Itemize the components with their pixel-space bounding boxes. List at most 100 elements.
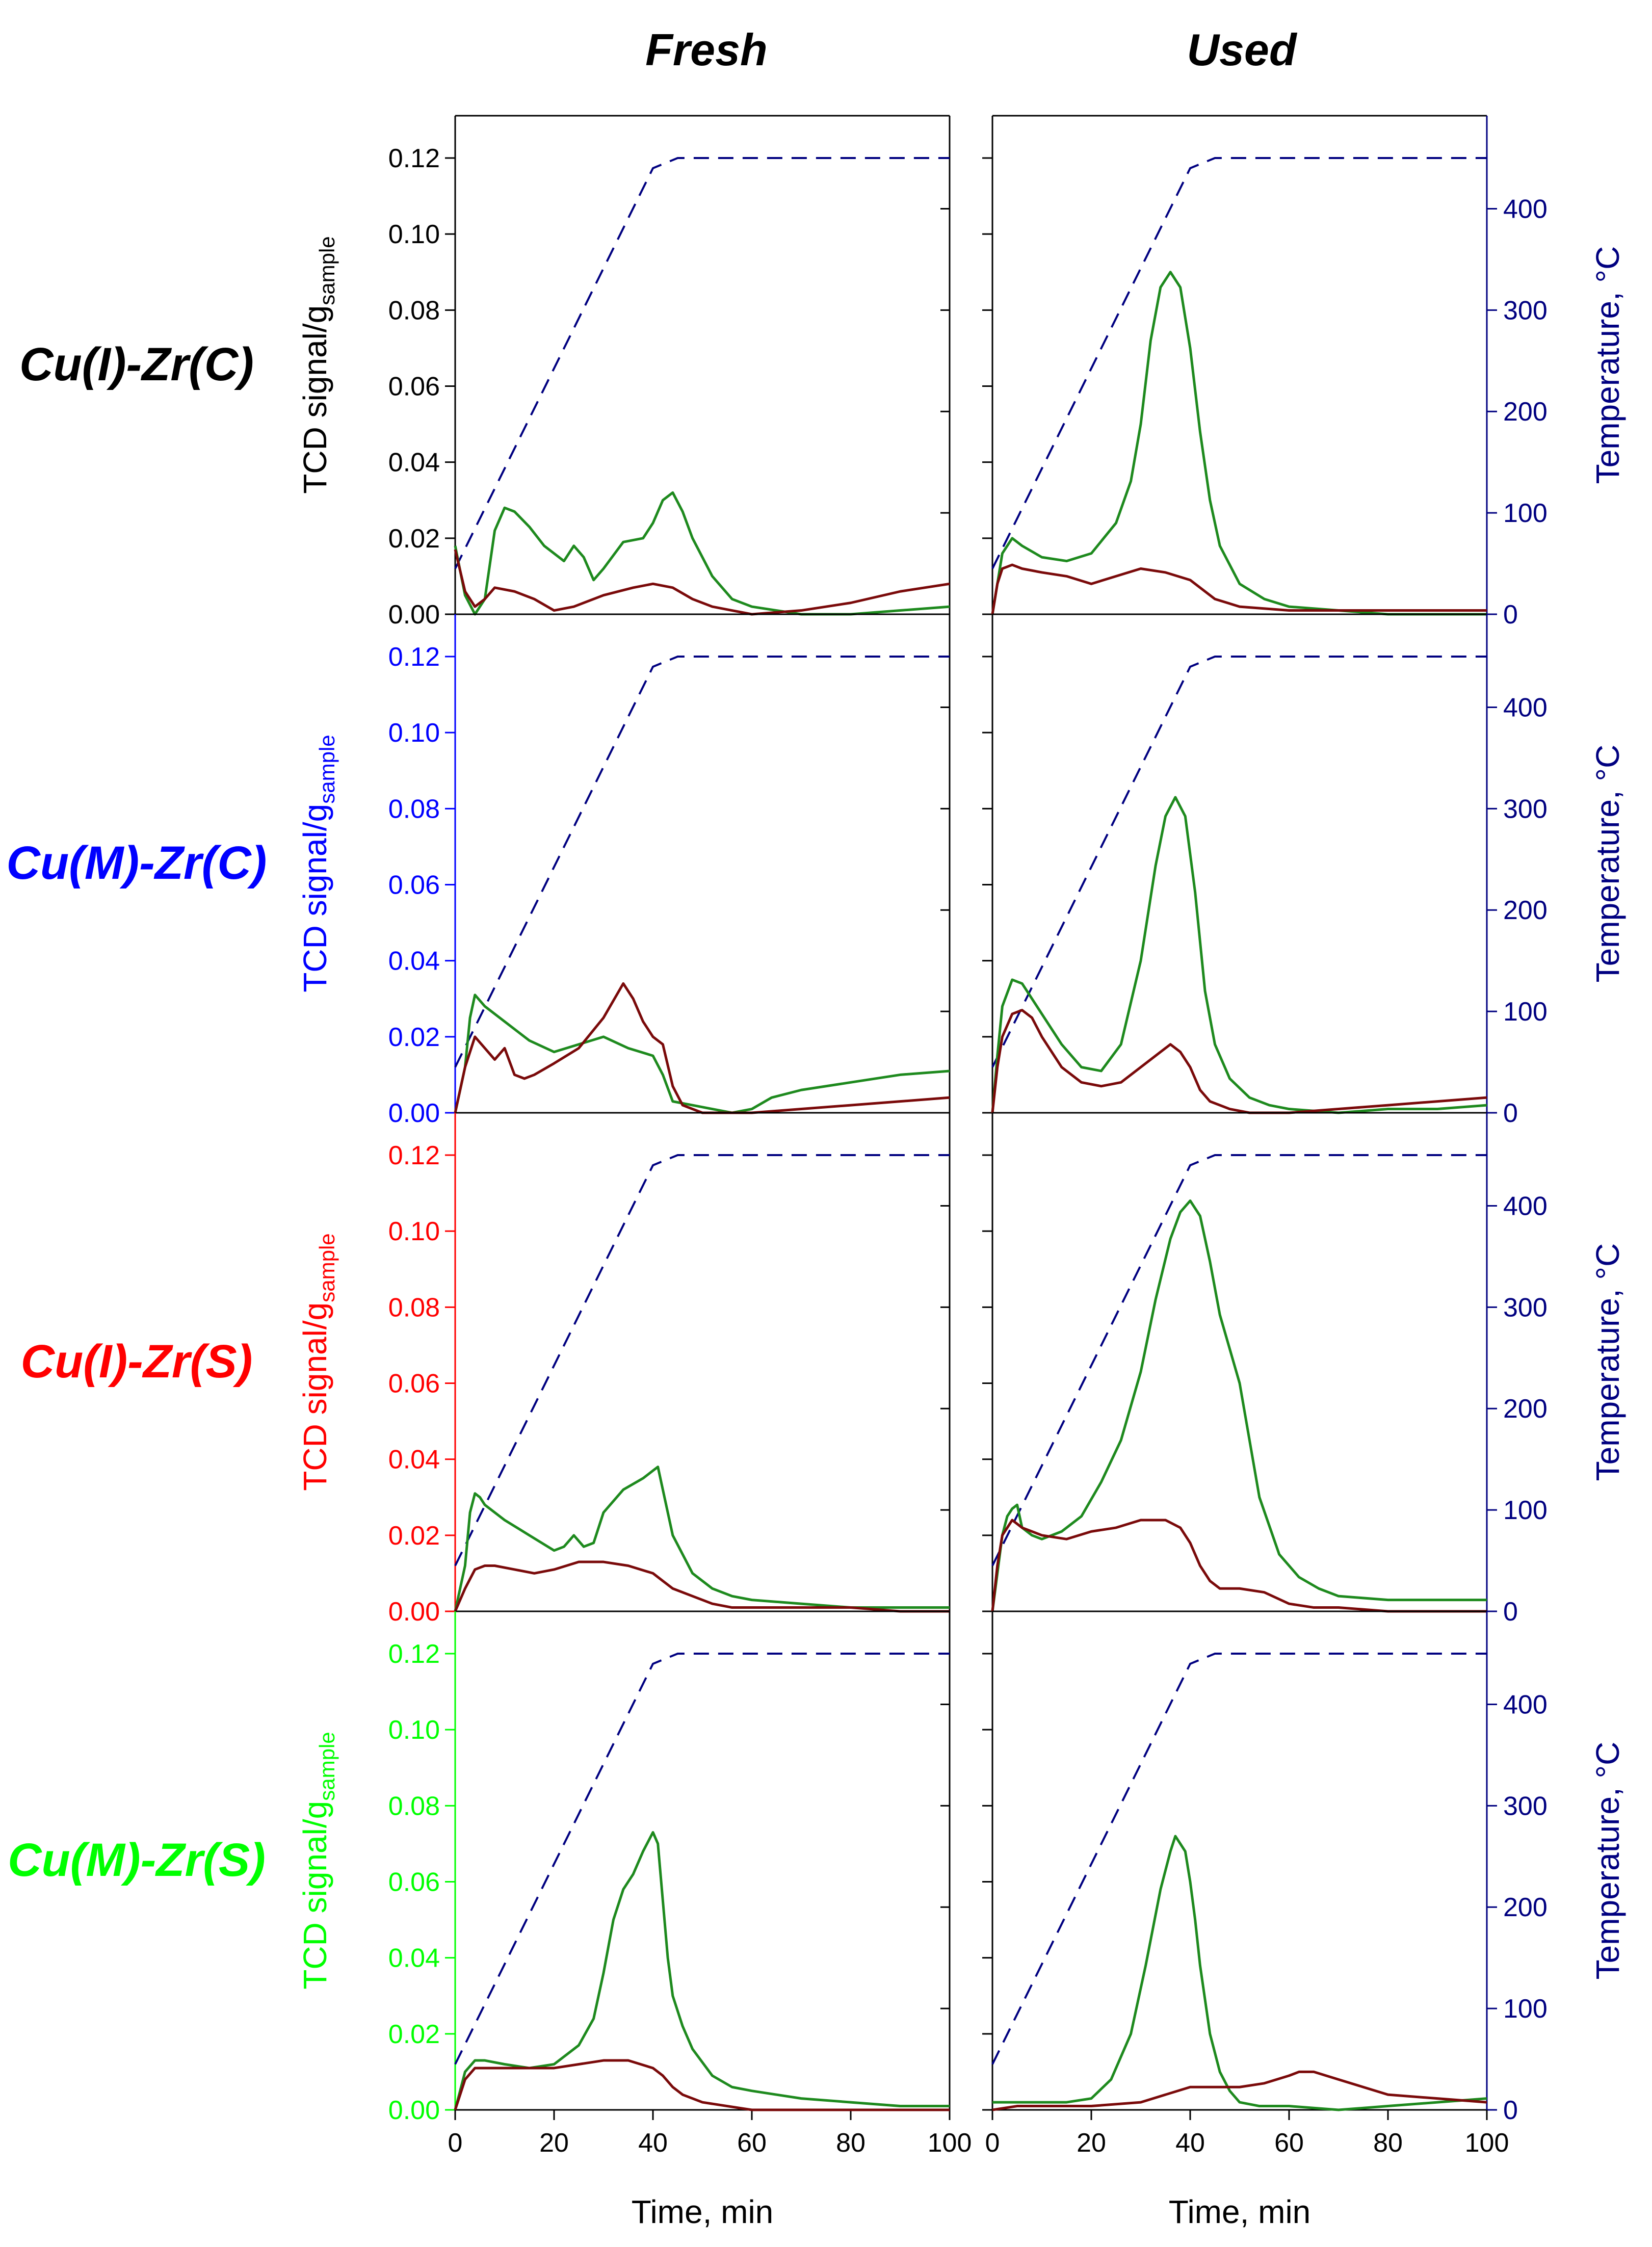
left-tick-label: 0.04: [388, 1944, 440, 1973]
right-tick-label: 200: [1503, 1893, 1548, 1922]
temperature-line: [454, 1653, 950, 2065]
right-axis-title: Temperature, °C: [1589, 1742, 1626, 1980]
temperature-line: [991, 1154, 1487, 1566]
x-tick-label: 80: [1373, 2128, 1403, 2158]
left-tick-label: 0.00: [388, 1597, 440, 1627]
right-axis-title: Temperature, °C: [1589, 1243, 1626, 1481]
temperature-line: [454, 1154, 950, 1566]
right-tick-label: 400: [1503, 1690, 1548, 1719]
left-tick-label: 0.00: [388, 600, 440, 630]
left-axis-title-subscript: sample: [315, 236, 339, 305]
panel-used: 0 100 200 300 400: [982, 115, 1548, 630]
x-tick-label: 80: [836, 2128, 866, 2158]
right-axis-title: Temperature, °C: [1589, 246, 1626, 484]
right-tick-label: 300: [1503, 794, 1548, 824]
left-tick-label: 0.08: [388, 1293, 440, 1322]
left-tick-label: 0.02: [388, 2020, 440, 2049]
x-tick-label: 40: [1175, 2128, 1205, 2158]
left-tick-label: 0.06: [388, 1369, 440, 1399]
left-tick-label: 0.08: [388, 794, 440, 824]
left-tick-label: 0.10: [388, 1715, 440, 1745]
row-3: Cu(I)-Zr(S) TCD signal/gsample Temperature…: [21, 1112, 1626, 1627]
left-tick-label: 0.10: [388, 220, 440, 249]
right-tick-label: 0: [1503, 600, 1518, 630]
column-title-fresh: Fresh: [645, 24, 768, 75]
series-line-green: [454, 1466, 950, 1612]
right-tick-label: 200: [1503, 1394, 1548, 1424]
left-axis-title: TCD signal/gsample: [297, 735, 339, 992]
series-line-green: [992, 1835, 1487, 2111]
series-line-darkred: [991, 563, 1487, 615]
column-title-used: Used: [1187, 24, 1297, 75]
series-line-darkred: [454, 549, 950, 616]
right-tick-label: 100: [1503, 997, 1548, 1027]
left-axis-title: TCD signal/gsample: [297, 1233, 339, 1491]
left-tick-label: 0.10: [388, 718, 440, 748]
right-tick-label: 100: [1503, 499, 1548, 528]
series-line-green: [991, 271, 1487, 616]
right-tick-label: 300: [1503, 1293, 1548, 1322]
left-axis-title-subscript: sample: [315, 1732, 339, 1800]
right-axis-title: Temperature, °C: [1589, 745, 1626, 983]
left-tick-label: 0.12: [388, 1639, 440, 1669]
series-line-green: [454, 994, 950, 1114]
left-tick-label: 0.08: [388, 1791, 440, 1821]
x-tick-label: 100: [1465, 2128, 1509, 2158]
left-tick-label: 0.06: [388, 871, 440, 900]
series-line-green: [991, 796, 1487, 1114]
left-tick-label: 0.02: [388, 1521, 440, 1551]
x-tick-label: 20: [1077, 2128, 1106, 2158]
temperature-line: [991, 157, 1487, 569]
row-4: Cu(M)-Zr(S) TCD signal/gsample Temperature…: [8, 1610, 1626, 2230]
left-tick-label: 0.02: [388, 524, 440, 554]
right-tick-label: 0: [1503, 1099, 1518, 1128]
left-tick-label: 0.12: [388, 144, 440, 173]
panel-used: 0 100 200 300 400 0 20 40 60 80 100 Time, min: [982, 1610, 1548, 2230]
row-label: Cu(I)-Zr(S): [21, 1336, 253, 1388]
left-tick-label: 0.04: [388, 947, 440, 976]
x-tick-label: 100: [928, 2128, 972, 2158]
panel-grid: Cu(I)-Zr(C) TCD signal/gsample Temperature…: [7, 115, 1626, 2230]
left-tick-label: 0.00: [388, 1099, 440, 1128]
left-axis-title-main: TCD signal/g: [297, 1801, 333, 1990]
right-tick-label: 200: [1503, 397, 1548, 427]
temperature-line: [454, 157, 950, 569]
row-label: Cu(M)-Zr(C): [7, 837, 267, 889]
left-tick-label: 0.02: [388, 1023, 440, 1052]
temperature-line: [991, 656, 1487, 1068]
right-tick-label: 100: [1503, 1994, 1548, 2024]
left-axis-title: TCD signal/gsample: [297, 1732, 339, 1989]
left-axis-title-subscript: sample: [315, 1233, 339, 1302]
left-tick-label: 0.10: [388, 1217, 440, 1246]
series-line-darkred: [991, 1519, 1487, 1613]
x-tick-label: 0: [985, 2128, 1000, 2158]
left-tick-label: 0.06: [388, 372, 440, 402]
left-axis-title: TCD signal/gsample: [297, 236, 339, 493]
right-tick-label: 400: [1503, 693, 1548, 722]
right-tick-label: 100: [1503, 1496, 1548, 1525]
temperature-line: [454, 656, 950, 1068]
series-line-green: [991, 1199, 1487, 1612]
right-tick-label: 400: [1503, 1191, 1548, 1221]
x-tick-label: 20: [539, 2128, 569, 2158]
left-axis-title-main: TCD signal/g: [297, 305, 333, 494]
row-label: Cu(M)-Zr(S): [8, 1834, 266, 1886]
right-tick-label: 400: [1503, 194, 1548, 224]
left-tick-label: 0.04: [388, 1445, 440, 1475]
x-tick-label: 60: [1274, 2128, 1304, 2158]
temperature-line: [991, 1653, 1487, 2065]
left-axis-title-subscript: sample: [315, 735, 339, 803]
right-tick-label: 300: [1503, 1791, 1548, 1821]
right-tick-label: 200: [1503, 896, 1548, 925]
left-tick-label: 0.00: [388, 2096, 440, 2125]
series-line-green: [454, 491, 950, 616]
series-line-darkred: [454, 2059, 950, 2111]
x-axis-title: Time, min: [1169, 2193, 1311, 2230]
left-tick-label: 0.12: [388, 1141, 440, 1170]
series-line-darkred: [454, 1560, 950, 1613]
row-label: Cu(I)-Zr(C): [19, 338, 254, 390]
right-tick-label: 0: [1503, 1597, 1518, 1627]
left-tick-label: 0.04: [388, 448, 440, 478]
